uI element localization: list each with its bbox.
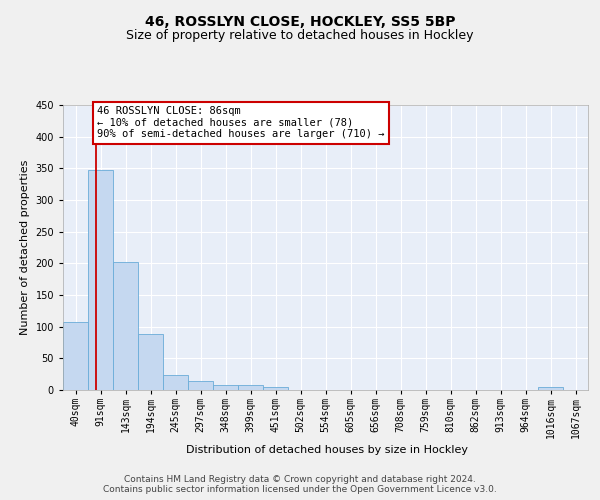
Bar xyxy=(538,388,563,390)
Bar xyxy=(163,375,188,390)
Text: 46 ROSSLYN CLOSE: 86sqm
← 10% of detached houses are smaller (78)
90% of semi-de: 46 ROSSLYN CLOSE: 86sqm ← 10% of detache… xyxy=(97,106,385,140)
Bar xyxy=(113,262,138,390)
Text: Distribution of detached houses by size in Hockley: Distribution of detached houses by size … xyxy=(186,445,468,455)
Bar xyxy=(188,380,213,390)
Bar xyxy=(213,385,238,390)
Bar xyxy=(88,170,113,390)
Text: Size of property relative to detached houses in Hockley: Size of property relative to detached ho… xyxy=(126,28,474,42)
Bar xyxy=(238,385,263,390)
Bar xyxy=(263,388,288,390)
Bar xyxy=(138,334,163,390)
Text: 46, ROSSLYN CLOSE, HOCKLEY, SS5 5BP: 46, ROSSLYN CLOSE, HOCKLEY, SS5 5BP xyxy=(145,16,455,30)
Y-axis label: Number of detached properties: Number of detached properties xyxy=(20,160,30,335)
Text: Contains HM Land Registry data © Crown copyright and database right 2024.
Contai: Contains HM Land Registry data © Crown c… xyxy=(103,474,497,494)
Bar xyxy=(63,322,88,390)
